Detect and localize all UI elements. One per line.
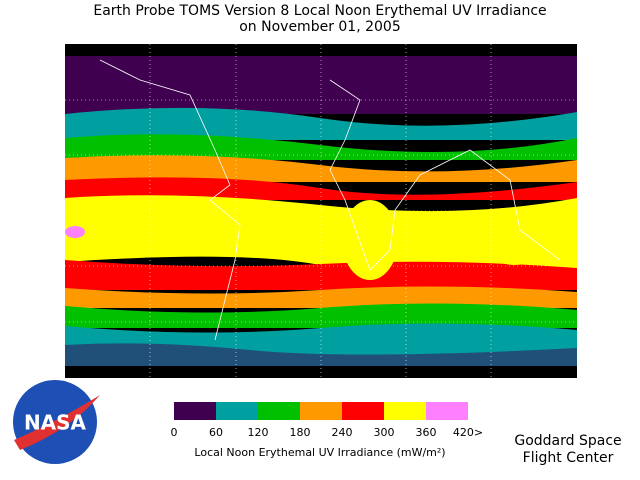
bin-label: 360 (416, 426, 437, 439)
nasa-logo: NASA (13, 380, 100, 464)
color-bin (216, 402, 258, 420)
map (65, 44, 577, 378)
bin-label: 60 (209, 426, 223, 439)
color-bin (426, 402, 468, 420)
bin-label: 120 (248, 426, 269, 439)
logo-text: NASA (24, 411, 87, 435)
color-bin (384, 402, 426, 420)
color-bin (174, 402, 216, 420)
legend-label: Local Noon Erythemal UV Irradiance (mW/m… (194, 446, 445, 459)
title-line: on November 01, 2005 (239, 19, 401, 35)
bin-label: 180 (290, 426, 311, 439)
legend: 0 60 120 180 240 300 360 420> (171, 402, 483, 439)
bin-label: 300 (374, 426, 395, 439)
bin-label: 420> (453, 426, 483, 439)
bin-label: 240 (332, 426, 353, 439)
color-bin (258, 402, 300, 420)
credit-line: Goddard Space (514, 433, 621, 449)
title-line: Earth Probe TOMS Version 8 Local Noon Er… (93, 3, 546, 19)
bin-label: 0 (171, 426, 178, 439)
credit-line: Flight Center (523, 450, 614, 466)
color-bin (342, 402, 384, 420)
color-bin (300, 402, 342, 420)
